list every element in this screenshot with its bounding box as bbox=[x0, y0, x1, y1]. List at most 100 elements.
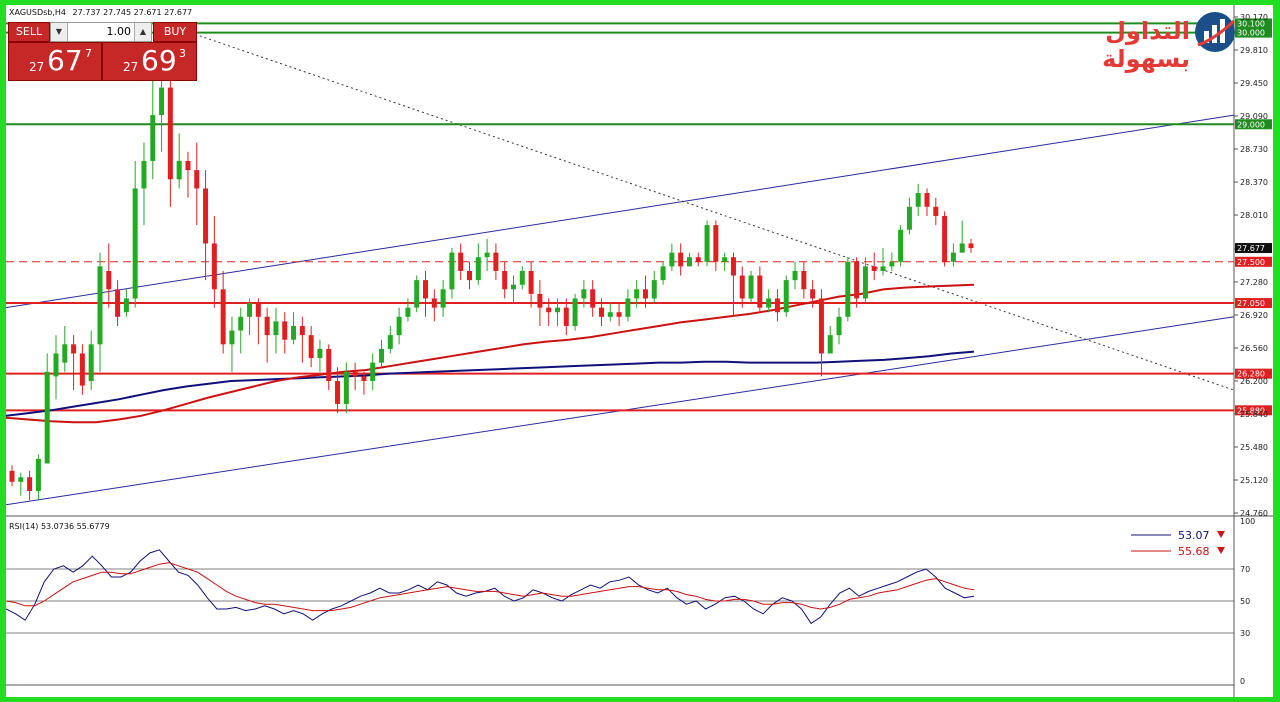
level-tag bbox=[1235, 119, 1272, 130]
trendline bbox=[6, 114, 1235, 309]
level-tag-label: 27.500 bbox=[1237, 258, 1265, 267]
bull-candle bbox=[915, 193, 921, 207]
bear-candle bbox=[467, 270, 473, 281]
bear-candle bbox=[220, 289, 226, 345]
bull-candle bbox=[950, 252, 956, 262]
bull-candle bbox=[510, 284, 516, 290]
down-arrow-icon bbox=[1217, 547, 1225, 554]
price-tick-label: 28.010 bbox=[1240, 211, 1268, 220]
bull-candle bbox=[53, 353, 59, 377]
sell-price-quote[interactable]: 27 67 7 bbox=[8, 42, 102, 81]
bear-candle bbox=[801, 270, 807, 290]
bear-candle bbox=[818, 298, 824, 354]
rsi-tick-label: 50 bbox=[1240, 597, 1250, 606]
bear-candle bbox=[352, 371, 358, 377]
bear-candle bbox=[590, 289, 596, 308]
bull-candle bbox=[317, 348, 323, 359]
price-tick-label: 24.760 bbox=[1240, 509, 1268, 518]
bull-candle bbox=[475, 257, 481, 281]
bear-candle bbox=[361, 376, 367, 381]
bear-candle bbox=[502, 270, 508, 290]
buy-button[interactable]: BUY bbox=[153, 22, 197, 42]
bull-candle bbox=[132, 188, 138, 299]
bull-candle bbox=[880, 266, 886, 271]
rsi-series-line bbox=[6, 549, 975, 625]
level-tag-label: 30.100 bbox=[1237, 19, 1265, 28]
sell-button[interactable]: SELL bbox=[8, 22, 50, 42]
bear-candle bbox=[423, 280, 429, 299]
bear-candle bbox=[264, 316, 270, 336]
bull-candle bbox=[634, 289, 640, 299]
bull-candle bbox=[141, 160, 147, 189]
bull-candle bbox=[898, 229, 904, 262]
lot-decrease-icon[interactable]: ▼ bbox=[51, 23, 68, 41]
rsi-tick-label: 70 bbox=[1240, 565, 1250, 574]
ohlc-values: 27.737 27.745 27.671 27.677 bbox=[73, 8, 193, 17]
bear-candle bbox=[871, 266, 877, 271]
bull-candle bbox=[686, 257, 692, 267]
bull-candle bbox=[449, 252, 455, 290]
bull-candle bbox=[554, 307, 560, 313]
bear-candle bbox=[71, 344, 77, 354]
bull-candle bbox=[176, 160, 182, 180]
bull-candle bbox=[827, 335, 833, 354]
bull-candle bbox=[607, 312, 613, 317]
bull-candle bbox=[704, 225, 710, 262]
bear-candle bbox=[299, 325, 305, 336]
candles bbox=[9, 78, 974, 501]
level-tag bbox=[1235, 27, 1272, 38]
bull-candle bbox=[44, 371, 50, 464]
current-price-label: 27.677 bbox=[1237, 244, 1265, 253]
bull-candle bbox=[651, 280, 657, 299]
chart-logo-icon bbox=[1195, 12, 1236, 52]
bull-candle bbox=[150, 115, 156, 161]
rsi-tick-label: 30 bbox=[1240, 629, 1250, 638]
bull-candle bbox=[625, 298, 631, 317]
bear-candle bbox=[774, 298, 780, 313]
rsi-panel: 100 70 50 30 0 53.07 55.68 bbox=[6, 517, 1255, 686]
buy-price-point: 3 bbox=[179, 47, 186, 60]
level-tag-label: 26.280 bbox=[1237, 370, 1265, 379]
symbol-info: XAGUSDsb,H4 bbox=[9, 8, 66, 17]
bear-candle bbox=[678, 252, 684, 267]
bear-candle bbox=[730, 257, 736, 276]
bear-candle bbox=[308, 335, 314, 359]
bear-candle bbox=[563, 307, 569, 326]
bull-candle bbox=[862, 266, 868, 299]
lot-size-field[interactable]: ▼ 1.00 ▲ bbox=[50, 22, 152, 42]
price-tick-label: 29.810 bbox=[1240, 46, 1268, 55]
bear-candle bbox=[546, 307, 552, 313]
bull-candle bbox=[722, 257, 728, 262]
bear-candle bbox=[431, 298, 437, 308]
bear-candle bbox=[739, 275, 745, 299]
lot-increase-icon[interactable]: ▲ bbox=[134, 23, 151, 41]
level-tag-label: 29.000 bbox=[1237, 120, 1265, 129]
bull-candle bbox=[159, 87, 165, 116]
bear-candle bbox=[27, 477, 33, 491]
level-tag-label: 30.000 bbox=[1237, 29, 1265, 38]
bull-candle bbox=[387, 335, 393, 349]
rsi-legend-value: 55.68 bbox=[1178, 545, 1210, 558]
bear-candle bbox=[924, 193, 930, 207]
bull-candle bbox=[845, 261, 851, 317]
bear-candle bbox=[326, 348, 332, 381]
price-tick-label: 26.200 bbox=[1240, 377, 1268, 386]
level-tag bbox=[1235, 298, 1272, 309]
bull-candle bbox=[370, 362, 376, 381]
lot-size-value[interactable]: 1.00 bbox=[106, 25, 132, 38]
bear-candle bbox=[458, 252, 464, 271]
price-tick-label: 28.370 bbox=[1240, 178, 1268, 187]
bear-candle bbox=[493, 252, 499, 271]
buy-price-prefix: 27 bbox=[123, 60, 139, 74]
buy-price-quote[interactable]: 27 69 3 bbox=[102, 42, 197, 81]
price-tick-label: 27.280 bbox=[1240, 278, 1268, 287]
buy-price-main: 69 bbox=[141, 44, 177, 77]
level-tag bbox=[1235, 405, 1272, 416]
sell-price-main: 67 bbox=[47, 44, 83, 77]
bear-candle bbox=[211, 243, 217, 290]
bull-candle bbox=[519, 270, 525, 285]
bull-candle bbox=[572, 298, 578, 326]
rsi-series-line bbox=[6, 562, 975, 612]
